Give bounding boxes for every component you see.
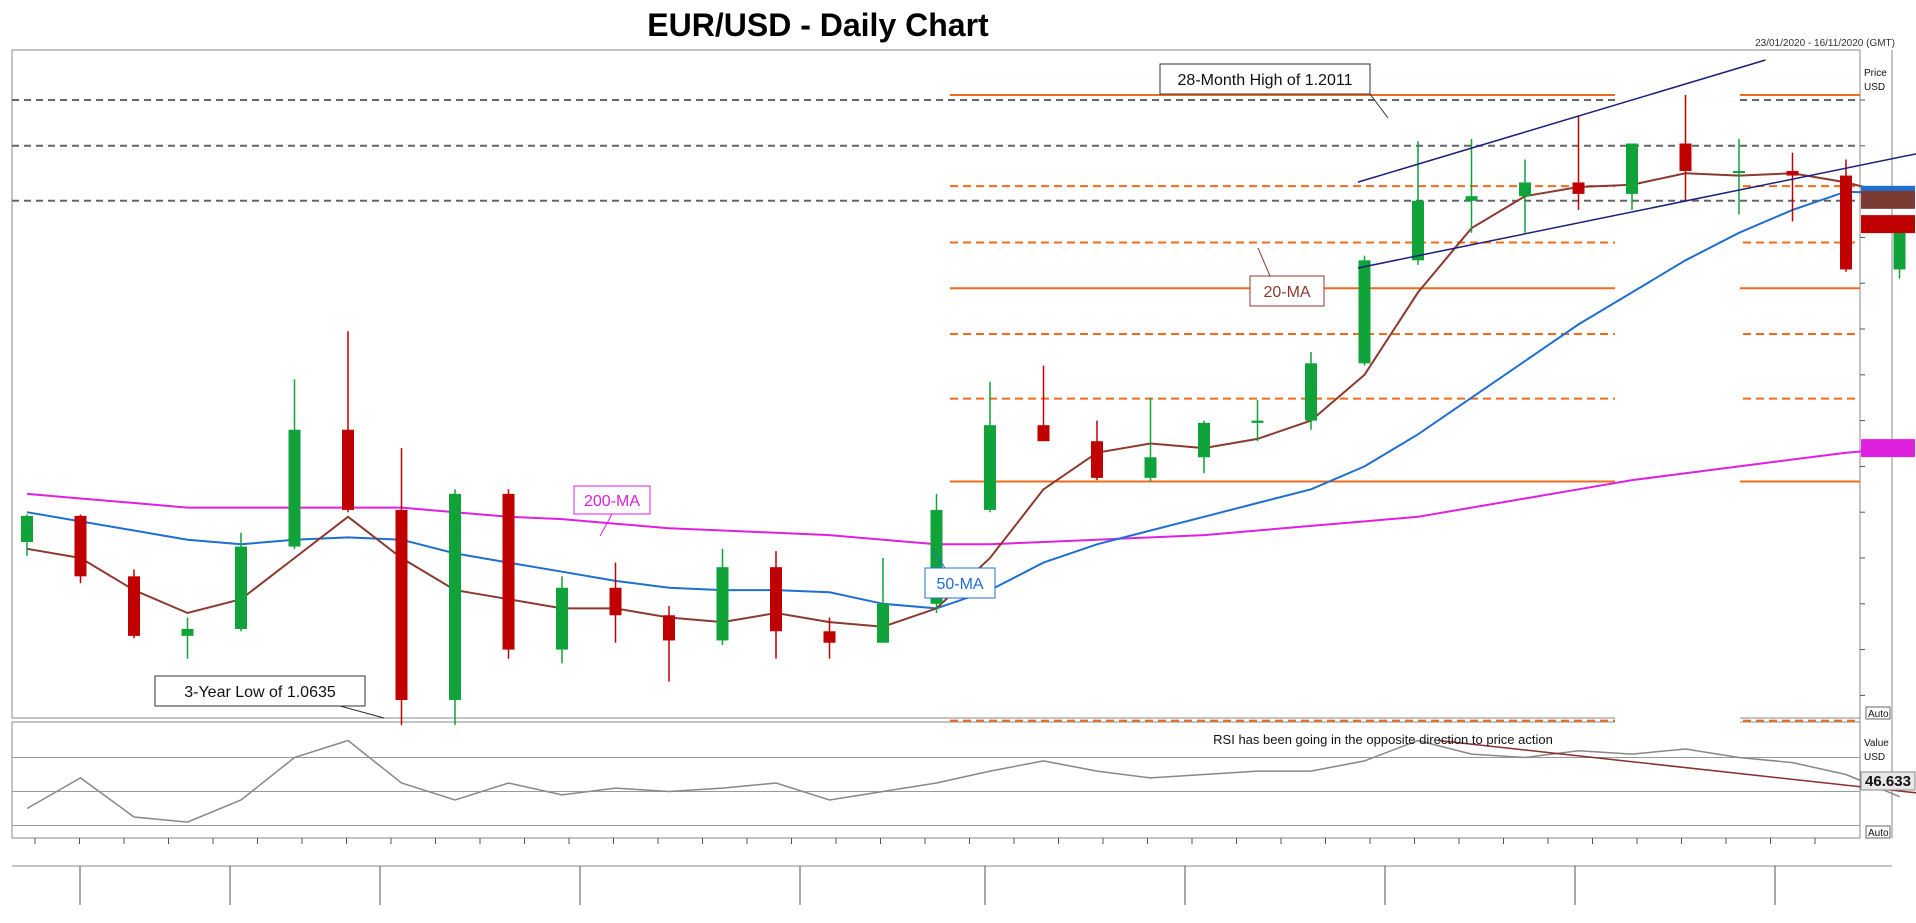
candle-body	[877, 603, 889, 643]
candle-body	[663, 615, 675, 641]
rsi-trendline	[1437, 739, 1916, 794]
ma50-label: 50-MA	[924, 547, 996, 599]
candle-body	[716, 567, 729, 641]
candle-body	[1037, 425, 1050, 442]
high-annotation: 28-Month High of 1.2011	[1159, 63, 1389, 119]
ma20-label-text: 20-MA	[1263, 284, 1310, 301]
price-badge	[1861, 215, 1915, 234]
candle-body	[609, 587, 622, 616]
candle-body	[1733, 170, 1745, 173]
rsi-axis-label-1: Value	[1864, 738, 1889, 749]
candle-body	[770, 567, 782, 632]
rsi-note: RSI has been going in the opposite direc…	[1213, 732, 1553, 747]
rsi-auto-label: Auto	[1868, 828, 1889, 839]
candle-body	[449, 493, 461, 700]
candle-body	[1305, 363, 1317, 421]
candle-body	[1358, 260, 1371, 364]
candle-body	[556, 587, 568, 650]
candle-body	[1626, 143, 1638, 194]
candle-body	[288, 429, 301, 547]
candle-body	[502, 493, 515, 650]
candle-body	[235, 546, 247, 629]
channel-line	[1357, 59, 1766, 183]
candle-body	[984, 425, 996, 510]
price-panel	[11, 49, 1861, 719]
rsi-value-badge	[1860, 771, 1916, 791]
candle-body	[823, 631, 836, 643]
rsi-value-text: 46.633	[1865, 773, 1911, 790]
price-auto-label: Auto	[1868, 709, 1889, 720]
rsi-panel	[11, 721, 1861, 839]
fib-label-bg	[1615, 322, 1740, 341]
low-annotation-text: 3-Year Low of 1.0635	[184, 684, 336, 701]
ma50-label-text: 50-MA	[936, 576, 983, 593]
high-annotation-text: 28-Month High of 1.2011	[1178, 72, 1353, 89]
candle-body	[1144, 457, 1157, 478]
low-annotation: 3-Year Low of 1.0635	[154, 675, 385, 719]
price-badge	[1861, 439, 1915, 458]
candle-body	[1412, 200, 1424, 261]
ma50-line	[26, 190, 1900, 610]
rsi-line	[26, 739, 1900, 823]
candle-body	[1198, 422, 1210, 458]
candle-body	[342, 429, 354, 510]
price-badge	[1861, 190, 1915, 209]
date-range: 23/01/2020 - 16/11/2020 (GMT)	[1755, 38, 1895, 49]
candle-body	[1572, 182, 1585, 194]
ma200-label: 200-MA	[573, 485, 651, 537]
candle-body	[128, 576, 140, 636]
ma200-label-text: 200-MA	[584, 493, 640, 510]
candle-body	[1679, 143, 1692, 171]
candle-body	[1786, 170, 1799, 176]
candle-body	[1840, 175, 1852, 270]
candle-body	[1519, 182, 1531, 197]
fib-label-bg	[1615, 469, 1740, 488]
candle-body	[395, 509, 408, 700]
channel-line	[1357, 153, 1916, 269]
candle-body	[1465, 196, 1478, 201]
candle-body	[21, 515, 33, 542]
candle-body	[1893, 224, 1906, 270]
fib-label-bg	[1615, 230, 1740, 249]
chart-title: EUR/USD - Daily Chart	[647, 7, 989, 43]
fib-label-bg	[1615, 174, 1740, 193]
candle-body	[181, 628, 194, 636]
candle-body	[1091, 441, 1103, 478]
fib-label-bg	[1615, 276, 1740, 295]
rsi-axis-label-2: USD	[1864, 752, 1885, 763]
fib-label-bg	[1615, 708, 1740, 727]
price-axis-label-1: Price	[1864, 68, 1887, 79]
candle-body	[1251, 420, 1264, 423]
rsi-auto-button[interactable]	[1865, 825, 1891, 839]
ma200-line	[26, 447, 1900, 546]
price-axis-label-2: USD	[1864, 82, 1885, 93]
fib-label-bg	[1615, 386, 1740, 405]
ma20-label: 20-MA	[1249, 247, 1325, 307]
price-auto-button[interactable]	[1865, 706, 1891, 720]
candle-body	[74, 515, 87, 577]
